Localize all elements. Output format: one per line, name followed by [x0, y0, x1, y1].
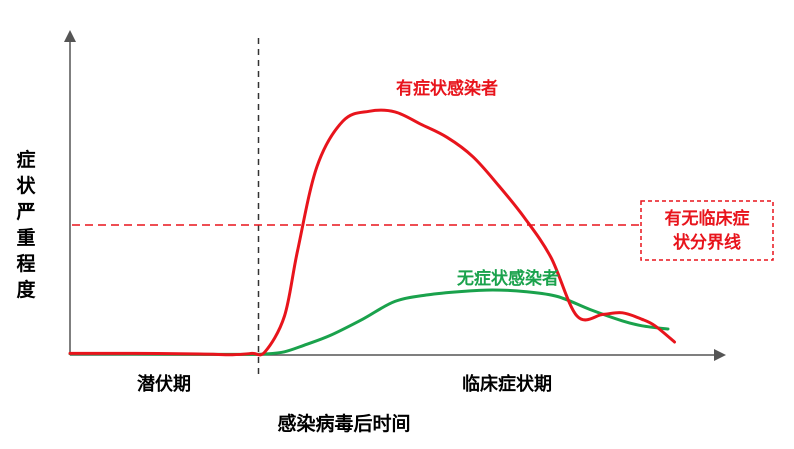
y-axis-label-char-1: 状: [16, 174, 36, 197]
series-label-symptomatic: 有症状感染者: [396, 78, 498, 99]
x-axis-label: 感染病毒后时间: [277, 412, 410, 435]
y-axis-label-char-2: 严: [16, 201, 35, 223]
series-line-symptomatic: [68, 108, 676, 357]
phase-label-clinical: 临床症状期: [462, 373, 552, 395]
y-axis-label-char-3: 重: [16, 227, 35, 249]
series-line-asymptomatic: [68, 288, 670, 356]
x-axis-arrow-icon: [714, 349, 726, 361]
series-label-asymptomatic: 无症状感染者: [456, 268, 559, 289]
y-axis-arrow-icon: [64, 30, 76, 42]
y-axis-label-char-5: 度: [16, 278, 36, 301]
threshold-label-box: [640, 200, 774, 261]
threshold-label-line1: 有无临床症: [665, 208, 750, 229]
y-axis-label-char-0: 症: [16, 148, 35, 171]
phase-label-incubation: 潜伏期: [137, 373, 191, 395]
threshold-label-line2: 状分界线: [673, 232, 741, 253]
y-axis-label-char-4: 程: [16, 253, 35, 275]
